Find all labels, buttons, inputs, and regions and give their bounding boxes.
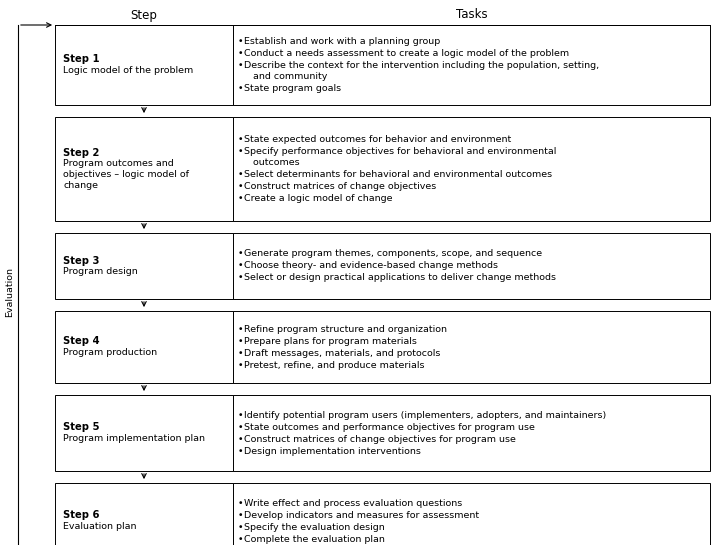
Text: Design implementation interventions: Design implementation interventions [244,446,421,456]
Text: Step 6: Step 6 [63,511,99,520]
Text: Describe the context for the intervention including the population, setting,: Describe the context for the interventio… [244,61,599,70]
Text: •: • [238,511,244,519]
Text: •: • [238,61,244,70]
Bar [233,233,710,299]
Text: Construct matrices of change objectives for program use: Construct matrices of change objectives … [244,434,516,444]
Text: •: • [238,84,244,93]
Bar [55,483,233,545]
Text: Program design: Program design [63,267,138,276]
Text: •: • [238,274,244,282]
Bar [233,117,710,221]
Text: State outcomes and performance objectives for program use: State outcomes and performance objective… [244,422,535,432]
Text: Refine program structure and organization: Refine program structure and organizatio… [244,324,447,334]
Text: •: • [238,181,244,191]
Text: Step 3: Step 3 [63,256,99,265]
Text: Draft messages, materials, and protocols: Draft messages, materials, and protocols [244,348,441,358]
Text: Prepare plans for program materials: Prepare plans for program materials [244,336,417,346]
Text: •: • [238,336,244,346]
Text: •: • [238,250,244,258]
Text: Construct matrices of change objectives: Construct matrices of change objectives [244,181,436,191]
Text: State program goals: State program goals [244,84,341,93]
Bar [55,117,233,221]
Text: Identify potential program users (implementers, adopters, and maintainers): Identify potential program users (implem… [244,410,606,420]
Text: Select or design practical applications to deliver change methods: Select or design practical applications … [244,274,556,282]
Text: Tasks: Tasks [456,9,487,21]
Text: Evaluation: Evaluation [6,267,14,317]
Text: State expected outcomes for behavior and environment: State expected outcomes for behavior and… [244,135,511,144]
Text: Develop indicators and measures for assessment: Develop indicators and measures for asse… [244,511,479,519]
Text: •: • [238,410,244,420]
Text: Step 2: Step 2 [63,148,99,158]
Text: change: change [63,181,98,190]
Bar [233,395,710,471]
Text: Specify performance objectives for behavioral and environmental: Specify performance objectives for behav… [244,147,557,156]
Text: Program implementation plan: Program implementation plan [63,434,205,443]
Text: •: • [238,262,244,270]
Text: •: • [238,37,244,46]
Text: Step 4: Step 4 [63,336,99,347]
Text: •: • [238,324,244,334]
Text: •: • [238,147,244,156]
Text: Choose theory- and evidence-based change methods: Choose theory- and evidence-based change… [244,262,498,270]
Bar [55,311,233,383]
Bar [233,483,710,545]
Text: Evaluation plan: Evaluation plan [63,522,136,531]
Bar [55,395,233,471]
Text: Specify the evaluation design: Specify the evaluation design [244,523,385,531]
Text: Complete the evaluation plan: Complete the evaluation plan [244,535,385,543]
Text: Program production: Program production [63,348,157,357]
Text: Program outcomes and: Program outcomes and [63,159,174,168]
Text: •: • [238,499,244,507]
Text: Establish and work with a planning group: Establish and work with a planning group [244,37,441,46]
Text: outcomes: outcomes [244,158,300,167]
Text: Write effect and process evaluation questions: Write effect and process evaluation ques… [244,499,462,507]
Text: •: • [238,49,244,58]
Text: Create a logic model of change: Create a logic model of change [244,194,392,203]
Text: •: • [238,446,244,456]
Bar [233,25,710,105]
Bar [233,311,710,383]
Text: •: • [238,523,244,531]
Text: Generate program themes, components, scope, and sequence: Generate program themes, components, sco… [244,250,542,258]
Text: Step 5: Step 5 [63,422,99,433]
Text: Step: Step [131,9,157,21]
Bar [55,233,233,299]
Text: Step 1: Step 1 [63,54,99,64]
Text: •: • [238,348,244,358]
Text: •: • [238,135,244,144]
Text: Select determinants for behavioral and environmental outcomes: Select determinants for behavioral and e… [244,169,552,179]
Text: Logic model of the problem: Logic model of the problem [63,66,193,75]
Text: objectives – logic model of: objectives – logic model of [63,170,189,179]
Text: Pretest, refine, and produce materials: Pretest, refine, and produce materials [244,360,425,370]
Text: •: • [238,434,244,444]
Text: •: • [238,422,244,432]
Text: •: • [238,194,244,203]
Text: and community: and community [244,72,327,81]
Bar [55,25,233,105]
Text: Conduct a needs assessment to create a logic model of the problem: Conduct a needs assessment to create a l… [244,49,569,58]
Text: •: • [238,535,244,543]
Text: •: • [238,360,244,370]
Text: •: • [238,169,244,179]
